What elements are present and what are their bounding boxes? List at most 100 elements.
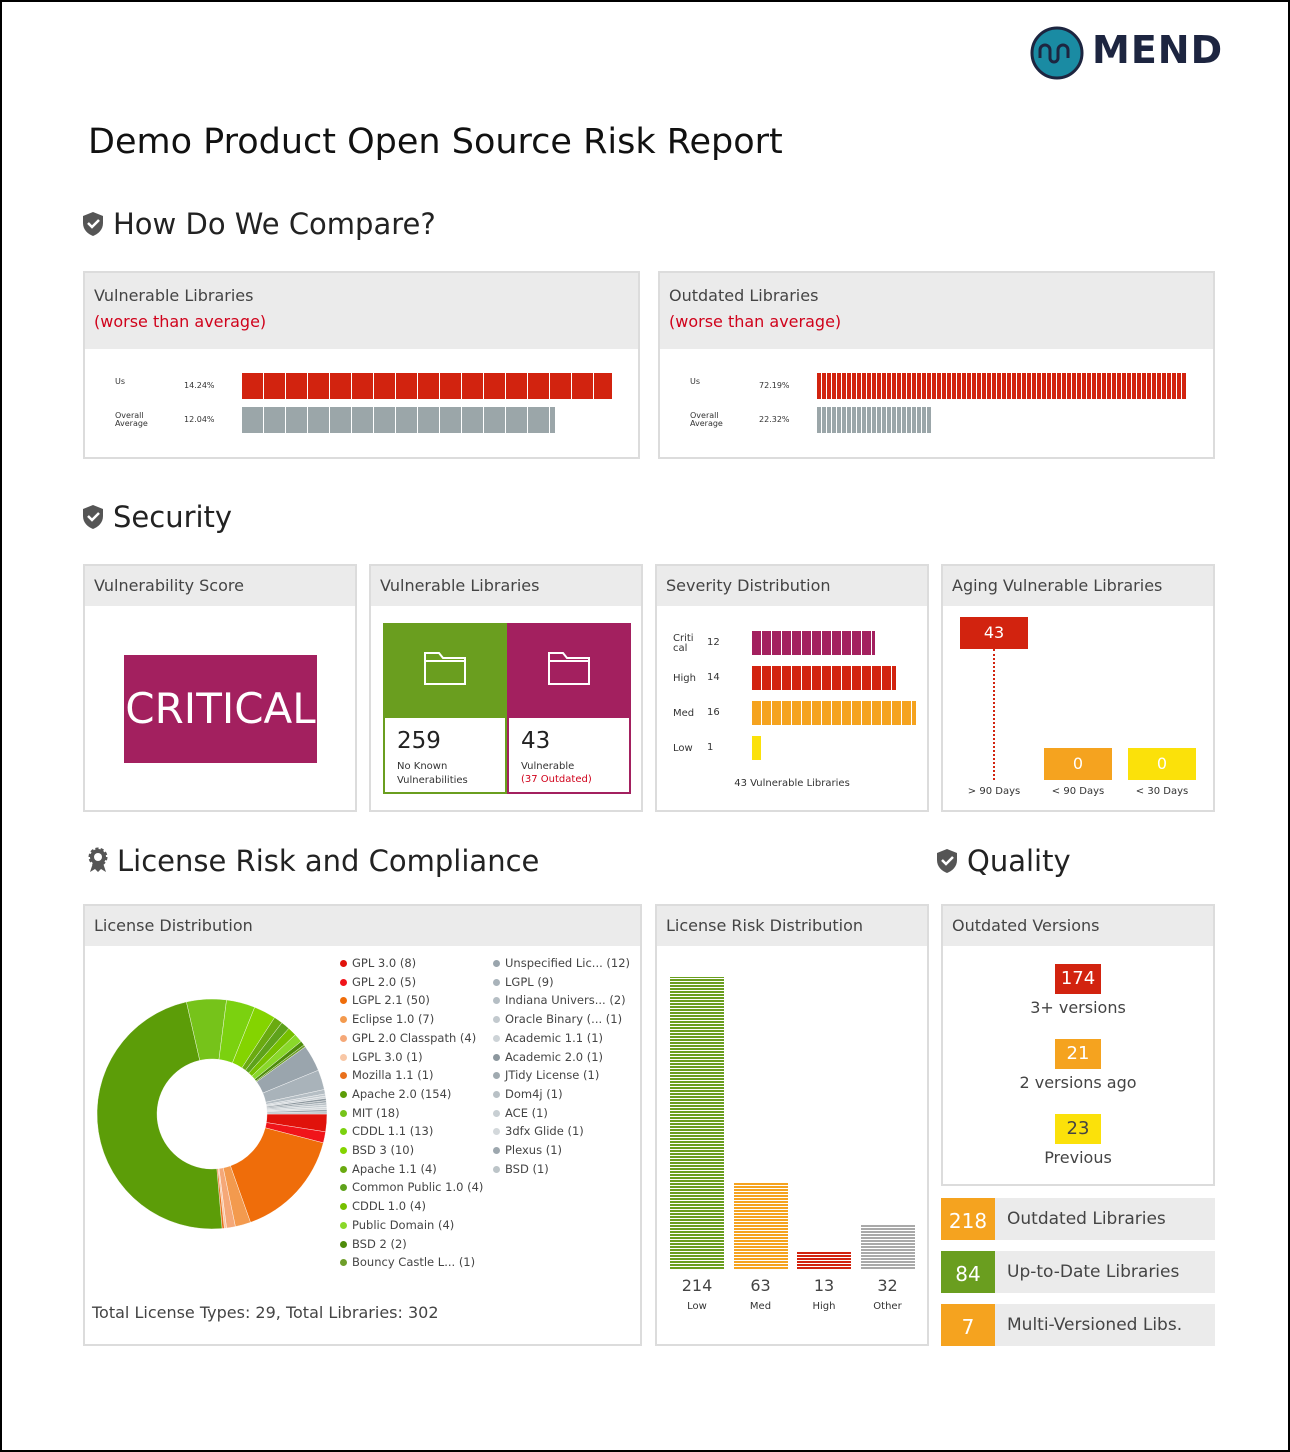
panel-header: Vulnerable Libraries (worse than average) xyxy=(85,273,638,349)
legend-dot xyxy=(493,960,500,967)
legend-label: CDDL 1.0 (4) xyxy=(352,1199,427,1214)
category-label: Med xyxy=(749,1301,772,1312)
category-label: Med xyxy=(673,708,695,719)
legend-dot xyxy=(493,1072,500,1080)
value-label: 12.04% xyxy=(184,415,215,424)
license-distribution-panel: License Distribution Total License Types… xyxy=(83,904,642,1346)
value-label: 13 xyxy=(813,1276,835,1295)
legend-dot xyxy=(493,1109,500,1117)
panel-title: Vulnerable Libraries xyxy=(371,566,641,606)
version-count: 174 xyxy=(1055,964,1101,994)
bar xyxy=(670,977,724,1269)
tile-label: No Known Vulnerabilities xyxy=(397,761,468,786)
row-label: Us xyxy=(690,377,701,386)
legend-dot xyxy=(493,1034,500,1042)
score-panel: Vulnerability Score CRITICAL xyxy=(83,564,357,812)
folder-icon xyxy=(424,652,466,685)
legend-label: Eclipse 1.0 (7) xyxy=(352,1012,435,1027)
bar xyxy=(242,407,555,433)
award-icon xyxy=(88,847,108,872)
legend-dot xyxy=(340,1165,347,1173)
category-label: High xyxy=(812,1301,836,1312)
value-label: 12 xyxy=(707,637,720,648)
category-label: High xyxy=(673,673,696,684)
section-heading: License Risk and Compliance xyxy=(117,844,540,878)
panel-title: Vulnerability Score xyxy=(85,566,355,606)
section-heading: Security xyxy=(113,500,233,534)
legend-label: Dom4j (1) xyxy=(505,1086,563,1101)
bar xyxy=(752,666,896,690)
shield-icon xyxy=(83,505,103,529)
tile-count: 43 xyxy=(521,728,551,754)
tile-note: (37 Outdated) xyxy=(521,774,592,785)
vulnerable-libraries-panel: Vulnerable Libraries 259 No Known Vulnera… xyxy=(369,564,643,812)
donut-slice xyxy=(96,1001,223,1230)
version-count: 23 xyxy=(1055,1114,1101,1144)
tile: 259 No Known Vulnerabilities xyxy=(383,718,507,794)
value-label: 22.32% xyxy=(759,415,790,424)
legend-label: ACE (1) xyxy=(505,1105,548,1120)
legend-label: GPL 2.0 (5) xyxy=(352,974,417,989)
legend-label: LGPL 3.0 (1) xyxy=(352,1049,423,1064)
tile: 43 Vulnerable (37 Outdated) xyxy=(507,718,631,794)
logo-text: MEND xyxy=(1092,28,1224,72)
legend-label: BSD 3 (10) xyxy=(352,1143,415,1157)
panel-title: Severity Distribution xyxy=(657,566,927,606)
row-label: Overall Average xyxy=(115,411,148,428)
legend-label: MIT (18) xyxy=(352,1105,400,1120)
age-box: 43 xyxy=(960,617,1028,649)
legend-dot xyxy=(340,1109,347,1117)
tile-icon-area xyxy=(383,623,507,718)
panel-title: Aging Vulnerable Libraries xyxy=(943,566,1213,606)
legend-dot xyxy=(493,997,500,1005)
legend-label: BSD (1) xyxy=(505,1161,549,1176)
value-label: 16 xyxy=(707,707,720,718)
shield-icon xyxy=(937,849,957,873)
value-label: 43 xyxy=(983,623,1005,642)
legend-dot xyxy=(340,1034,347,1042)
legend-label: Academic 2.0 (1) xyxy=(505,1049,604,1064)
legend-dot xyxy=(493,1090,500,1098)
legend-dot xyxy=(340,1016,347,1024)
bar xyxy=(860,1225,915,1269)
legend-label: Academic 1.1 (1) xyxy=(505,1030,604,1045)
folder-icon xyxy=(548,652,590,685)
bar xyxy=(242,373,612,399)
age-box: 0 xyxy=(1128,748,1196,780)
panel-title: License Distribution xyxy=(85,906,640,946)
panel-title: Vulnerable Libraries xyxy=(94,286,254,305)
category-label: > 90 Days xyxy=(967,786,1021,797)
value-label: 0 xyxy=(1072,754,1084,773)
legend-dot xyxy=(340,1072,347,1080)
legend-label: Plexus (1) xyxy=(505,1143,563,1157)
severity-panel: Severity Distribution 43 Vulnerable Libr… xyxy=(655,564,929,812)
panel-note: (worse than average) xyxy=(669,312,842,331)
legend-dot xyxy=(493,1016,500,1024)
bar xyxy=(752,701,916,725)
value-label: 214 xyxy=(681,1276,713,1295)
chart-footer: 43 Vulnerable Libraries xyxy=(734,778,850,789)
legend-dot xyxy=(340,1184,347,1192)
legend-label: Apache 1.1 (4) xyxy=(352,1161,437,1176)
category-label: < 90 Days xyxy=(1051,786,1105,797)
version-label: Previous xyxy=(1044,1148,1112,1167)
bar xyxy=(752,631,875,655)
outdated-versions-panel: Outdated Versions 174 3+ versions 21 2 vers… xyxy=(941,904,1215,1186)
legend-dot xyxy=(340,997,347,1005)
legend-label: Bouncy Castle L... (1) xyxy=(352,1255,476,1270)
value-label: 63 xyxy=(750,1276,771,1295)
legend-label: LGPL 2.1 (50) xyxy=(352,993,430,1008)
legend-dot xyxy=(340,1090,347,1098)
section-heading: Quality xyxy=(967,844,1071,878)
category-label: Other xyxy=(873,1301,902,1312)
compare-panel: Outdated Libraries (worse than average) U… xyxy=(658,271,1215,459)
legend-label: JTidy License (1) xyxy=(505,1068,600,1083)
legend-dot xyxy=(493,978,500,986)
legend-dot xyxy=(340,1259,347,1267)
bar xyxy=(733,1183,788,1269)
panel-title: Outdated Versions xyxy=(943,906,1213,946)
legend-label: 3dfx Glide (1) xyxy=(505,1124,584,1139)
summary-row: 84 Up-to-Date Libraries xyxy=(941,1251,1215,1293)
donut-chart xyxy=(96,998,328,1230)
